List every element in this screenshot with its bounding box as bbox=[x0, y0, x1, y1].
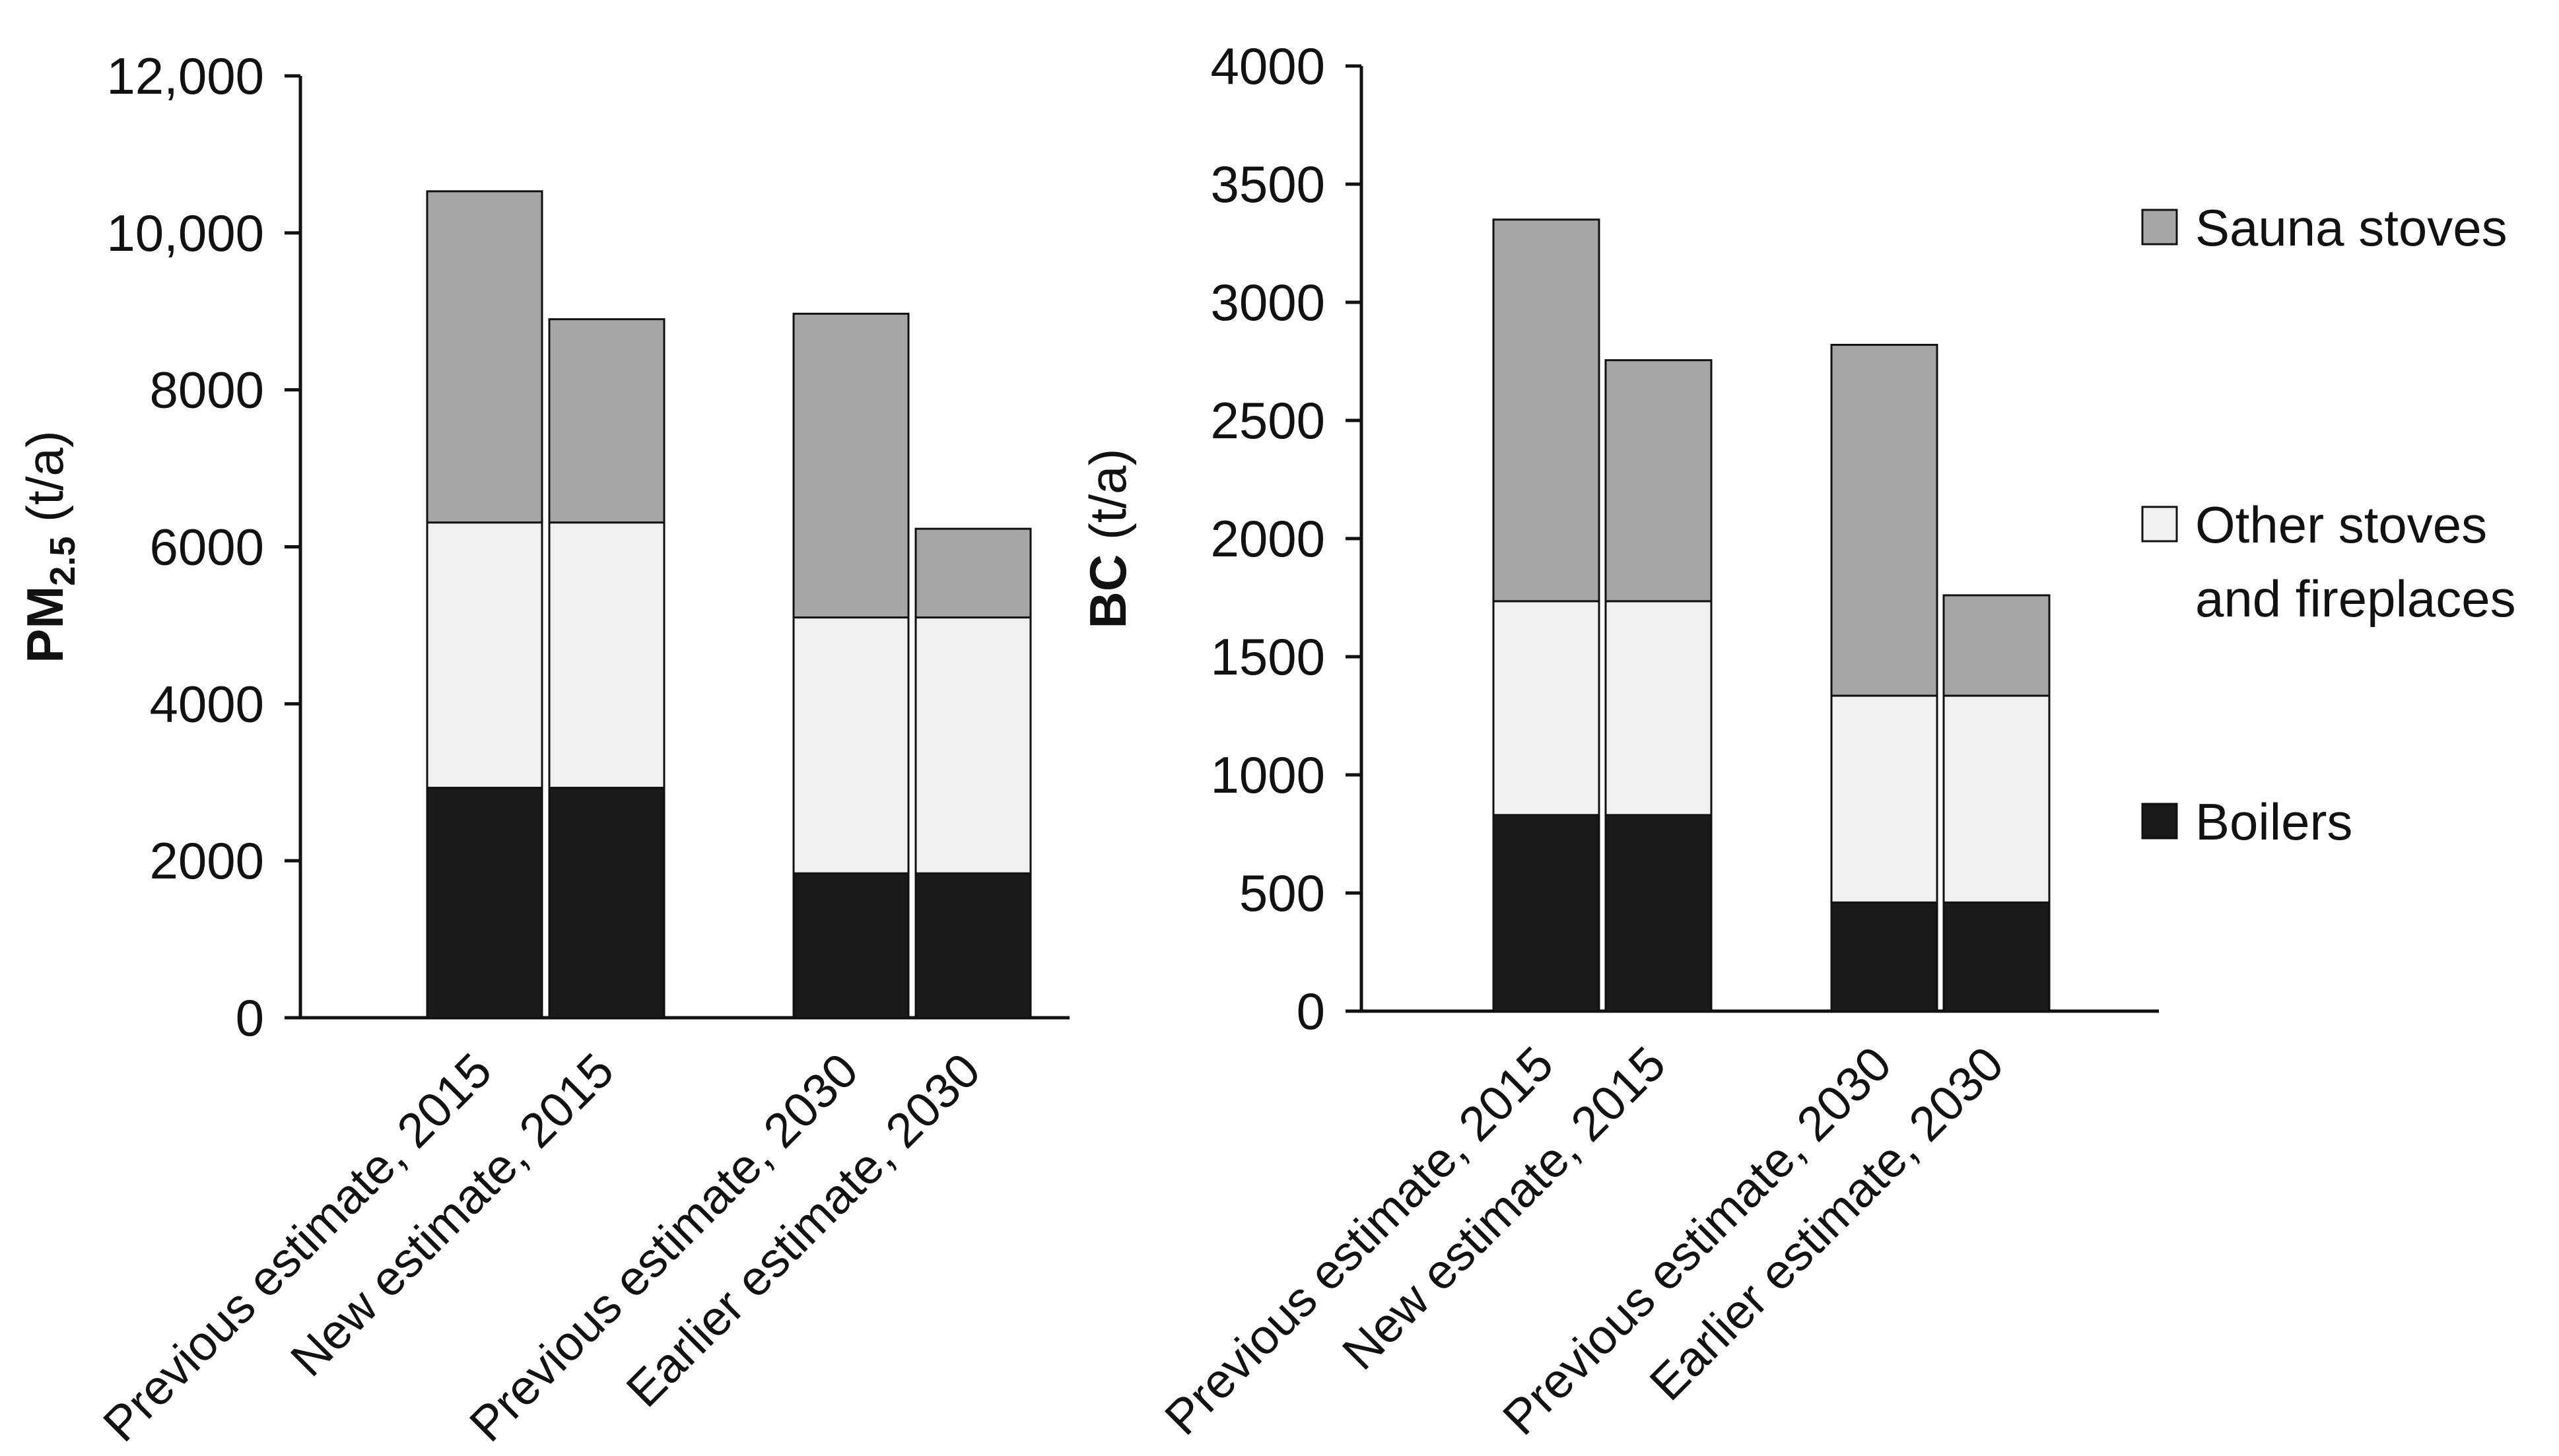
pm25-y-axis-title-main: PM bbox=[16, 586, 74, 663]
legend-swatch-other-stoves-and-fireplaces bbox=[2141, 506, 2178, 543]
bc-bar-boilers-2 bbox=[1604, 814, 1713, 1012]
bc-bar-sauna-stoves-3 bbox=[1830, 343, 1938, 697]
pm25-y-tick-label: 2000 bbox=[149, 832, 264, 890]
pm25-bar-other-stoves-and-fireplaces-1 bbox=[426, 521, 543, 789]
pm25-bar-sauna-stoves-2 bbox=[548, 318, 665, 524]
pm25-y-axis-title-sub: 2.5 bbox=[43, 537, 83, 586]
bc-bar-other-stoves-and-fireplaces-2 bbox=[1604, 600, 1713, 816]
pm25-y-tick-label: 0 bbox=[236, 989, 264, 1047]
bc-y-tick-label: 500 bbox=[1239, 864, 1325, 922]
legend-label-other-stoves-and-fireplaces: and fireplaces bbox=[2195, 570, 2516, 628]
pm25-y-tick-label: 8000 bbox=[149, 361, 264, 419]
pm25-bar-boilers-4 bbox=[914, 872, 1032, 1019]
pm25-bar-sauna-stoves-3 bbox=[792, 312, 910, 619]
legend-label-boilers: Boilers bbox=[2195, 793, 2352, 851]
pm25-y-axis-title: PM2.5 (t/a) bbox=[16, 430, 83, 663]
pm25-bar-other-stoves-and-fireplaces-4 bbox=[914, 616, 1032, 875]
bc-bar-sauna-stoves-2 bbox=[1604, 359, 1713, 603]
bc-y-axis-title-main: BC bbox=[1079, 554, 1137, 629]
bc-y-tick-label: 4000 bbox=[1210, 37, 1325, 95]
pm25-bar-sauna-stoves-1 bbox=[426, 190, 543, 524]
pm25-y-axis-title-unit: (t/a) bbox=[16, 430, 74, 536]
bc-bar-sauna-stoves-1 bbox=[1492, 218, 1600, 603]
pm25-bar-boilers-2 bbox=[548, 787, 665, 1019]
bc-bar-other-stoves-and-fireplaces-1 bbox=[1492, 600, 1600, 816]
bc-bar-sauna-stoves-4 bbox=[1942, 594, 2051, 697]
legend-label-sauna-stoves: Sauna stoves bbox=[2195, 199, 2508, 257]
bc-bar-boilers-4 bbox=[1942, 901, 2051, 1012]
bc-y-axis-title-unit: (t/a) bbox=[1079, 448, 1137, 554]
bc-y-tick-label: 3000 bbox=[1210, 273, 1325, 331]
bc-y-tick-label: 2000 bbox=[1210, 510, 1325, 568]
pm25-y-tick-label: 12,000 bbox=[106, 47, 264, 105]
legend: Sauna stoves Other stoves and fireplaces Bo… bbox=[2141, 199, 2516, 851]
bc-y-tick-label: 1500 bbox=[1210, 628, 1325, 686]
pm25-bar-other-stoves-and-fireplaces-2 bbox=[548, 521, 665, 789]
pm25-y-tick-label: 10,000 bbox=[106, 204, 264, 262]
bc-y-axis-title: BC (t/a) bbox=[1079, 448, 1137, 628]
bc-y-tick-label: 2500 bbox=[1210, 391, 1325, 449]
bc-y-tick-label: 3500 bbox=[1210, 155, 1325, 213]
bc-chart: 05001000150020002500300035004000Previous… bbox=[1079, 37, 2159, 1445]
bc-bar-other-stoves-and-fireplaces-4 bbox=[1942, 694, 2051, 904]
bc-y-tick-label: 1000 bbox=[1210, 746, 1325, 804]
pm25-y-tick-label: 4000 bbox=[149, 675, 264, 733]
bc-bar-boilers-3 bbox=[1830, 901, 1938, 1012]
legend-swatch-sauna-stoves bbox=[2141, 209, 2178, 246]
legend-swatch-boilers bbox=[2141, 803, 2178, 840]
pm25-bar-sauna-stoves-4 bbox=[914, 527, 1032, 619]
pm25-bar-other-stoves-and-fireplaces-3 bbox=[792, 616, 910, 875]
legend-label-other-stoves-and-fireplaces: Other stoves bbox=[2195, 496, 2487, 554]
pm25-bar-boilers-1 bbox=[426, 787, 543, 1019]
bc-bar-other-stoves-and-fireplaces-3 bbox=[1830, 694, 1938, 904]
bc-bar-boilers-1 bbox=[1492, 814, 1600, 1012]
bc-y-tick-label: 0 bbox=[1297, 982, 1325, 1040]
pm25-bar-boilers-3 bbox=[792, 872, 910, 1019]
pm25-y-tick-label: 6000 bbox=[149, 518, 264, 576]
